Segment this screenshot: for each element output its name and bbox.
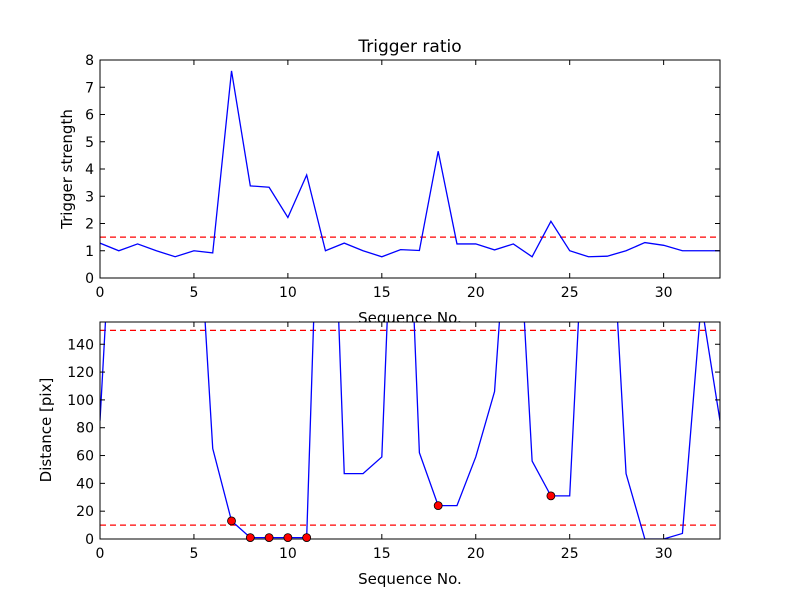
plot-area (100, 60, 720, 278)
chart-title: Trigger ratio (357, 37, 461, 57)
y-tick-label: 100 (67, 393, 94, 409)
y-tick-label: 5 (85, 135, 94, 151)
y-axis-label: Distance [pix] (37, 378, 55, 483)
distance-chart: 0 5 10 15 20 25 30 0 20 40 60 80 100 120 140 Sequence … (37, 321, 721, 588)
plot-frame (99, 59, 721, 279)
x-tick-label: 10 (279, 285, 297, 301)
y-tick-label: 0 (85, 271, 94, 287)
y-tick-label: 8 (85, 53, 94, 69)
data-point-marker (264, 533, 274, 543)
y-axis-label: Trigger strength (58, 109, 76, 230)
y-tick-label: 140 (67, 337, 94, 353)
data-point-marker (245, 533, 255, 543)
data-point-marker (433, 501, 443, 511)
y-tick-label: 0 (85, 532, 94, 548)
y-tick-label: 80 (76, 421, 94, 437)
x-tick-label: 5 (189, 285, 198, 301)
y-tick-label: 3 (85, 189, 94, 205)
data-point-marker (546, 491, 556, 501)
y-tick-label: 20 (76, 504, 94, 520)
plot-area (100, 322, 720, 539)
data-point-marker (302, 533, 312, 543)
x-tick-label: 10 (279, 546, 297, 562)
data-point-marker (227, 516, 236, 526)
series-line (100, 70, 720, 258)
y-tick-label: 7 (85, 80, 94, 96)
y-tick-label: 40 (76, 476, 94, 492)
x-tick-label: 25 (561, 546, 579, 562)
x-tick-label: 20 (467, 546, 485, 562)
y-tick-label: 6 (85, 108, 94, 124)
x-tick-label: 15 (373, 285, 391, 301)
y-tick-label: 2 (85, 217, 94, 233)
x-tick-label: 30 (655, 546, 673, 562)
x-tick-label: 15 (373, 546, 391, 562)
y-tick-label: 120 (67, 365, 94, 381)
x-tick-label: 25 (561, 285, 579, 301)
x-tick-label: 20 (467, 285, 485, 301)
plot-frame (99, 321, 721, 540)
x-tick-label: 5 (189, 546, 198, 562)
x-tick-label: 30 (655, 285, 673, 301)
x-tick-label: 0 (96, 546, 105, 562)
y-tick-label: 1 (85, 244, 94, 260)
data-point-marker (283, 533, 293, 543)
y-tick-label: 60 (76, 449, 94, 465)
y-tick-label: 4 (85, 162, 94, 178)
x-tick-label: 0 (96, 285, 105, 301)
x-axis-label: Sequence No. (358, 570, 462, 588)
